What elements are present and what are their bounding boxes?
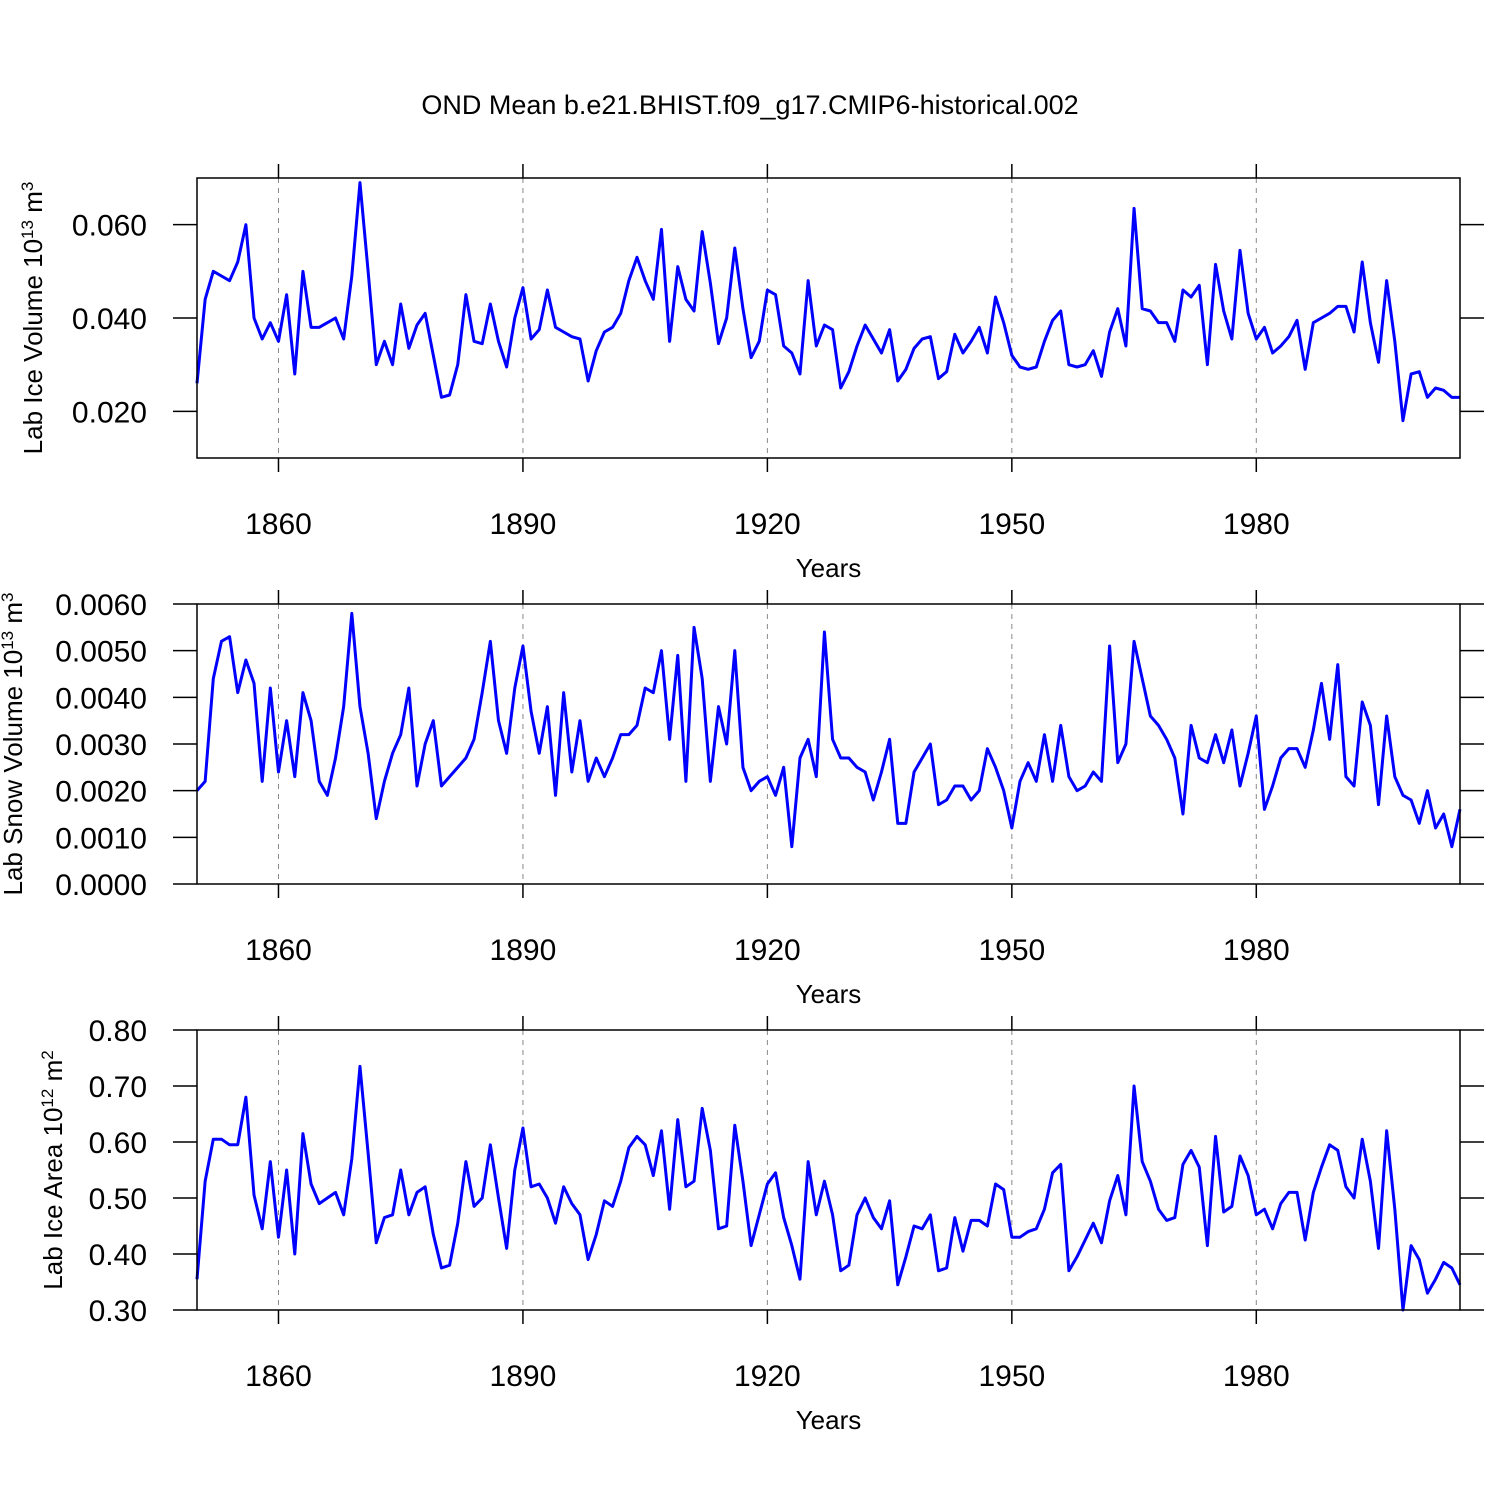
- x-tick-label: 1950: [978, 508, 1045, 541]
- x-tick-label: 1890: [490, 934, 557, 967]
- data-line: [195, 181, 1460, 423]
- y-tick-label: 0.0000: [55, 869, 147, 902]
- x-tick-label: 1890: [490, 1360, 557, 1393]
- x-tick-label: 1890: [490, 508, 557, 541]
- y-label-exponent: 3: [0, 592, 17, 601]
- x-tick-label: 1920: [734, 1360, 801, 1393]
- y-axis-label: Lab Snow Volume 1013 m3: [0, 592, 28, 895]
- y-tick-label: 0.0010: [55, 822, 147, 855]
- y-label-text: m: [0, 602, 28, 631]
- x-tick-label: 1950: [978, 1360, 1045, 1393]
- y-axis-label: Lab Ice Area 1012 m2: [38, 1050, 69, 1289]
- data-line: [195, 1064, 1462, 1312]
- x-tick-label: 1920: [734, 934, 801, 967]
- y-tick-label: 0.040: [72, 303, 147, 336]
- x-tick-label: 1860: [245, 1360, 312, 1393]
- y-label-exponent: 13: [0, 631, 17, 650]
- y-label-exponent: 2: [38, 1050, 57, 1059]
- y-tick-label: 0.30: [89, 1295, 147, 1328]
- y-tick-label: 0.060: [72, 210, 147, 243]
- plot-frame: [196, 603, 1461, 885]
- y-tick-label: 0.0020: [55, 776, 147, 809]
- plot-frame: [196, 1029, 1461, 1311]
- y-label-text: Lab Ice Volume 10: [18, 239, 48, 454]
- y-label-exponent: 3: [18, 182, 37, 191]
- plot-frame: [196, 177, 1461, 459]
- y-tick-label: 0.0060: [55, 589, 147, 622]
- figure-title: OND Mean b.e21.BHIST.f09_g17.CMIP6-histo…: [421, 90, 1078, 120]
- data-line: [195, 611, 1462, 849]
- x-axis-label: Years: [796, 979, 862, 1009]
- y-tick-label: 0.70: [89, 1071, 147, 1104]
- x-tick-label: 1860: [245, 508, 312, 541]
- x-tick-label: 1860: [245, 934, 312, 967]
- x-tick-label: 1950: [978, 934, 1045, 967]
- y-axis-label: Lab Ice Volume 1013 m3: [18, 182, 49, 455]
- y-tick-label: 0.0050: [55, 636, 147, 669]
- x-axis-label: Years: [796, 553, 862, 583]
- y-tick-label: 0.60: [89, 1127, 147, 1160]
- x-tick-label: 1980: [1223, 934, 1290, 967]
- y-label-exponent: 12: [38, 1089, 57, 1108]
- y-tick-label: 0.0040: [55, 682, 147, 715]
- y-tick-label: 0.020: [72, 396, 147, 429]
- x-tick-label: 1980: [1223, 508, 1290, 541]
- y-tick-label: 0.0030: [55, 729, 147, 762]
- x-axis-label: Years: [796, 1405, 862, 1435]
- y-tick-label: 0.50: [89, 1183, 147, 1216]
- x-tick-label: 1920: [734, 508, 801, 541]
- y-label-exponent: 13: [18, 220, 37, 239]
- y-label-text: m: [38, 1060, 68, 1089]
- y-label-text: Lab Ice Area 10: [38, 1108, 68, 1290]
- y-label-text: Lab Snow Volume 10: [0, 650, 28, 896]
- x-tick-label: 1980: [1223, 1360, 1290, 1393]
- y-tick-label: 0.80: [89, 1015, 147, 1048]
- y-label-text: m: [18, 191, 48, 220]
- y-tick-label: 0.40: [89, 1239, 147, 1272]
